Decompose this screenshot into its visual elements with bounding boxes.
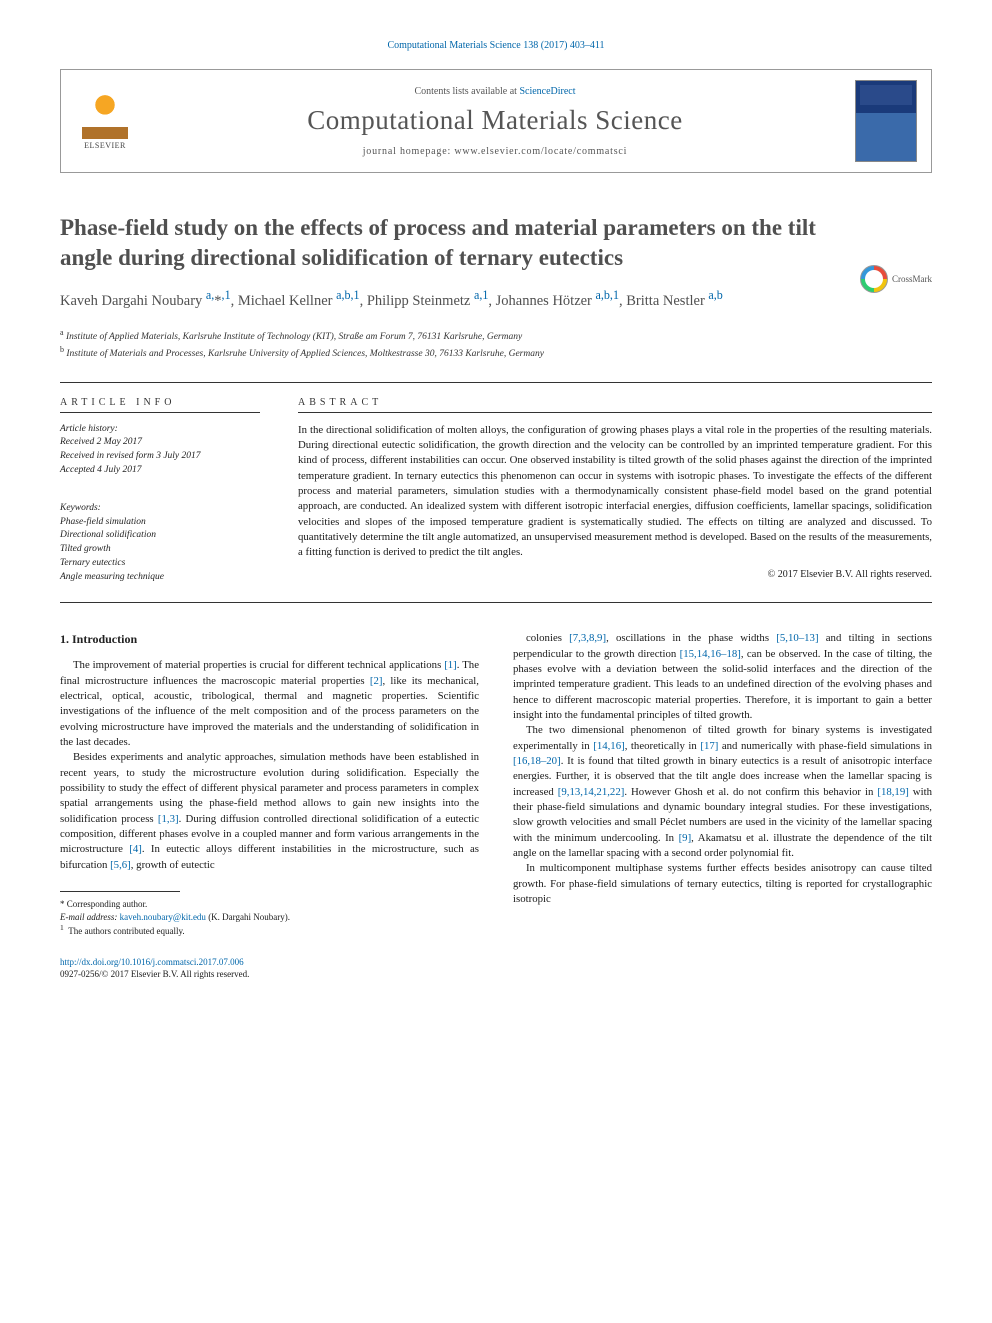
section-divider (60, 602, 932, 603)
keywords-label: Keywords: (60, 502, 260, 516)
citation-ref[interactable]: [7,3,8,9] (569, 632, 606, 644)
abstract-text: In the directional solidification of mol… (298, 423, 932, 561)
crossmark-icon (860, 265, 888, 293)
doi-link[interactable]: http://dx.doi.org/10.1016/j.commatsci.20… (60, 957, 244, 967)
author-affil-link[interactable]: a,b,1 (596, 293, 619, 309)
accepted-date: Accepted 4 July 2017 (60, 464, 260, 478)
journal-homepage-line: journal homepage: www.elsevier.com/locat… (153, 146, 837, 157)
sciencedirect-link[interactable]: ScienceDirect (519, 86, 575, 97)
affiliations-block: a Institute of Applied Materials, Karlsr… (60, 327, 932, 362)
received-date: Received 2 May 2017 (60, 436, 260, 450)
author-affil-link[interactable]: a,1 (474, 293, 488, 309)
info-rule (60, 412, 260, 413)
author-email-link[interactable]: kaveh.noubary@kit.edu (120, 912, 206, 922)
authors-line: Kaveh Dargahi Noubary a,*,1, Michael Kel… (60, 287, 932, 311)
equal-contribution-note: 1 The authors contributed equally. (60, 923, 479, 938)
author-affil-link[interactable]: a,b,1 (336, 293, 359, 309)
article-info-heading: ARTICLE INFO (60, 397, 260, 408)
citation-ref[interactable]: [5,10–13] (776, 632, 818, 644)
email-label: E-mail address: (60, 912, 120, 922)
citation-ref[interactable]: [14,16] (593, 740, 624, 752)
body-paragraph: The two dimensional phenomenon of tilted… (513, 723, 932, 861)
article-history-block: Article history: Received 2 May 2017 Rec… (60, 423, 260, 478)
homepage-url[interactable]: www.elsevier.com/locate/commatsci (454, 146, 627, 157)
email-line: E-mail address: kaveh.noubary@kit.edu (K… (60, 911, 479, 924)
article-info-column: ARTICLE INFO Article history: Received 2… (60, 397, 260, 585)
elsevier-logo-text: ELSEVIER (84, 141, 126, 150)
citation-ref[interactable]: [16,18–20] (513, 755, 561, 767)
body-two-column: 1. Introduction The improvement of mater… (60, 631, 932, 981)
journal-title: Computational Materials Science (153, 105, 837, 136)
citation-ref[interactable]: [9,13,14,21,22] (558, 786, 625, 798)
citation-ref[interactable]: [17] (700, 740, 718, 752)
affiliation-b: Institute of Materials and Processes, Ka… (66, 349, 544, 359)
citation-ref[interactable]: [9] (679, 832, 692, 844)
homepage-prefix: journal homepage: (363, 146, 455, 157)
crossmark-badge[interactable]: CrossMark (860, 265, 932, 293)
author-affil-link[interactable]: a,b (708, 293, 722, 309)
abstract-heading: ABSTRACT (298, 397, 932, 408)
author-note-link[interactable]: ,1 (222, 293, 231, 309)
history-label: Article history: (60, 423, 260, 437)
body-paragraph: The improvement of material properties i… (60, 658, 479, 750)
elsevier-logo: ELSEVIER (75, 86, 135, 156)
author-affil-link[interactable]: a, (206, 293, 214, 309)
abstract-copyright: © 2017 Elsevier B.V. All rights reserved… (298, 569, 932, 580)
citation-ref[interactable]: [18,19] (877, 786, 908, 798)
keyword-item: Angle measuring technique (60, 571, 260, 585)
footnotes-block: * Corresponding author. E-mail address: … (60, 898, 479, 938)
affiliation-a: Institute of Applied Materials, Karlsruh… (66, 332, 522, 342)
crossmark-label: CrossMark (892, 274, 932, 284)
corresponding-author-note: * Corresponding author. (60, 898, 479, 911)
section-divider (60, 382, 932, 383)
header-center: Contents lists available at ScienceDirec… (153, 86, 837, 157)
citation-ref[interactable]: [15,14,16–18] (680, 648, 741, 660)
body-paragraph: Besides experiments and analytic approac… (60, 750, 479, 873)
journal-header-box: ELSEVIER Contents lists available at Sci… (60, 69, 932, 173)
citation-ref[interactable]: [2] (370, 675, 383, 687)
article-title: Phase-field study on the effects of proc… (60, 213, 820, 273)
info-abstract-row: ARTICLE INFO Article history: Received 2… (60, 397, 932, 585)
journal-cover-thumbnail (855, 80, 917, 162)
doi-block: http://dx.doi.org/10.1016/j.commatsci.20… (60, 956, 479, 981)
issn-copyright-line: 0927-0256/© 2017 Elsevier B.V. All right… (60, 969, 249, 979)
abstract-column: ABSTRACT In the directional solidificati… (298, 397, 932, 585)
citation-header: Computational Materials Science 138 (201… (60, 40, 932, 51)
email-suffix: (K. Dargahi Noubary). (206, 912, 290, 922)
revised-date: Received in revised form 3 July 2017 (60, 450, 260, 464)
keywords-block: Keywords: Phase-field simulation Directi… (60, 502, 260, 585)
body-paragraph: In multicomponent multiphase systems fur… (513, 861, 932, 907)
contents-available-line: Contents lists available at ScienceDirec… (153, 86, 837, 97)
footnote-rule (60, 891, 180, 892)
keyword-item: Directional solidification (60, 529, 260, 543)
citation-ref[interactable]: [1] (444, 659, 457, 671)
keyword-item: Ternary eutectics (60, 557, 260, 571)
contents-prefix: Contents lists available at (414, 86, 519, 97)
keyword-item: Phase-field simulation (60, 516, 260, 530)
abstract-rule (298, 412, 932, 413)
citation-ref[interactable]: [4] (129, 843, 142, 855)
body-paragraph: colonies [7,3,8,9], oscillations in the … (513, 631, 932, 723)
citation-ref[interactable]: [1,3] (158, 813, 179, 825)
citation-ref[interactable]: [5,6] (110, 859, 131, 871)
keyword-item: Tilted growth (60, 543, 260, 557)
elsevier-tree-icon (82, 93, 128, 139)
section-1-heading: 1. Introduction (60, 631, 479, 648)
